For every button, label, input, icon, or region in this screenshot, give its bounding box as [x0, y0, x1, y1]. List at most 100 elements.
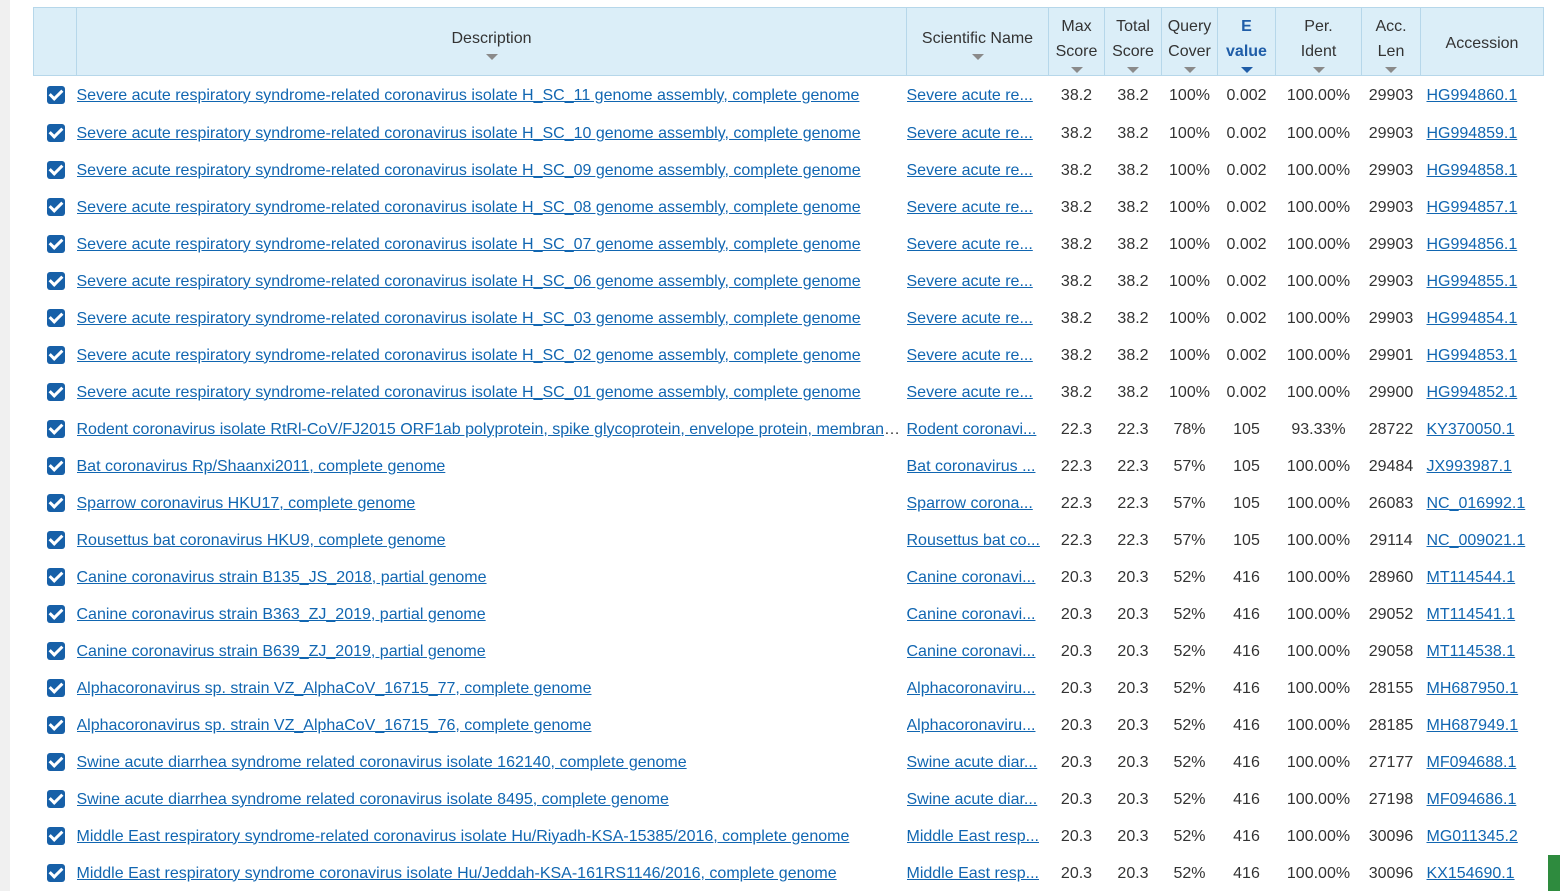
acc-len-header[interactable]: Acc. Len [1361, 7, 1421, 76]
row-checkbox-checked-icon[interactable] [47, 531, 65, 550]
evalue-header[interactable]: E value [1217, 7, 1276, 76]
description-link[interactable]: Severe acute respiratory syndrome-relate… [76, 383, 861, 401]
accession-link[interactable]: MH687950.1 [1426, 679, 1519, 697]
scientific-name-link[interactable]: Canine coronavi... [906, 605, 1036, 623]
accession-link[interactable]: HG994856.1 [1426, 235, 1518, 253]
scientific-name-link[interactable]: Sparrow corona... [906, 494, 1033, 512]
row-checkbox-checked-icon[interactable] [47, 272, 65, 291]
row-checkbox-checked-icon[interactable] [47, 642, 65, 661]
max-score-header[interactable]: Max Score [1048, 7, 1105, 76]
sort-arrow-icon[interactable] [1183, 66, 1196, 73]
row-checkbox-checked-icon[interactable] [47, 235, 65, 254]
total-score-header[interactable]: Total Score [1104, 7, 1162, 76]
scientific-name-link[interactable]: Bat coronavirus ... [906, 457, 1036, 475]
row-checkbox-checked-icon[interactable] [47, 346, 65, 365]
description-link[interactable]: Severe acute respiratory syndrome-relate… [76, 272, 861, 290]
accession-link[interactable]: MH687949.1 [1426, 716, 1519, 734]
row-checkbox-checked-icon[interactable] [47, 494, 65, 513]
accession-link[interactable]: HG994855.1 [1426, 272, 1518, 290]
accession-link[interactable]: HG994859.1 [1426, 124, 1518, 142]
row-checkbox-checked-icon[interactable] [47, 124, 65, 143]
scientific-name-link[interactable]: Canine coronavi... [906, 568, 1036, 586]
accession-link[interactable]: HG994858.1 [1426, 161, 1518, 179]
scientific-name-link[interactable]: Canine coronavi... [906, 642, 1036, 660]
scientific-name-link[interactable]: Middle East resp... [906, 827, 1040, 845]
accession-link[interactable]: HG994852.1 [1426, 383, 1518, 401]
accession-link[interactable]: HG994860.1 [1426, 86, 1518, 104]
description-link[interactable]: Severe acute respiratory syndrome-relate… [76, 198, 861, 216]
description-link[interactable]: Severe acute respiratory syndrome-relate… [76, 86, 860, 104]
row-checkbox-checked-icon[interactable] [47, 309, 65, 328]
accession-link[interactable]: KX154690.1 [1426, 864, 1515, 882]
row-checkbox-checked-icon[interactable] [47, 383, 65, 402]
query-cover-header[interactable]: Query Cover [1161, 7, 1218, 76]
scientific-name-link[interactable]: Severe acute re... [906, 124, 1033, 142]
accession-link[interactable]: MF094688.1 [1426, 753, 1517, 771]
accession-link[interactable]: MT114544.1 [1426, 568, 1516, 586]
scientific-name-header[interactable]: Scientific Name [906, 7, 1049, 76]
sort-arrow-active-icon[interactable] [1240, 66, 1253, 73]
description-link[interactable]: Severe acute respiratory syndrome-relate… [76, 161, 861, 179]
sort-arrow-icon[interactable] [971, 54, 984, 60]
scientific-name-link[interactable]: Alphacoronaviru... [906, 679, 1036, 697]
row-checkbox-checked-icon[interactable] [47, 198, 65, 217]
sort-arrow-icon[interactable] [1127, 66, 1139, 73]
description-link[interactable]: Severe acute respiratory syndrome-relate… [76, 235, 861, 253]
description-link[interactable]: Severe acute respiratory syndrome-relate… [76, 124, 861, 142]
row-checkbox-checked-icon[interactable] [47, 161, 65, 180]
sort-arrow-icon[interactable] [1312, 66, 1325, 73]
accession-link[interactable]: KY370050.1 [1426, 420, 1515, 438]
scientific-name-link[interactable]: Severe acute re... [906, 161, 1033, 179]
accession-link[interactable]: NC_009021.1 [1426, 531, 1526, 549]
description-link[interactable]: Rousettus bat coronavirus HKU9, complete… [76, 531, 446, 549]
accession-link[interactable]: MF094686.1 [1426, 790, 1517, 808]
description-link[interactable]: Middle East respiratory syndrome-related… [76, 827, 850, 845]
description-link[interactable]: Middle East respiratory syndrome coronav… [76, 864, 837, 882]
scientific-name-link[interactable]: Severe acute re... [906, 235, 1033, 253]
description-link[interactable]: Canine coronavirus strain B135_JS_2018, … [76, 568, 487, 586]
description-link[interactable]: Rodent coronavirus isolate RtRl-CoV/FJ20… [76, 420, 907, 438]
row-checkbox-checked-icon[interactable] [47, 568, 65, 587]
row-checkbox-checked-icon[interactable] [47, 753, 65, 772]
row-checkbox-checked-icon[interactable] [47, 605, 65, 624]
row-checkbox-checked-icon[interactable] [47, 716, 65, 735]
scientific-name-link[interactable]: Severe acute re... [906, 309, 1033, 327]
scientific-name-link[interactable]: Severe acute re... [906, 198, 1033, 216]
description-link[interactable]: Alphacoronavirus sp. strain VZ_AlphaCoV_… [76, 679, 592, 697]
description-link[interactable]: Severe acute respiratory syndrome-relate… [76, 309, 861, 327]
accession-link[interactable]: JX993987.1 [1426, 457, 1512, 475]
description-link[interactable]: Swine acute diarrhea syndrome related co… [76, 790, 669, 808]
per-ident-header[interactable]: Per. Ident [1275, 7, 1362, 76]
feedback-tab-edge[interactable] [1548, 855, 1560, 891]
scientific-name-link[interactable]: Rousettus bat co... [906, 531, 1040, 549]
row-checkbox-checked-icon[interactable] [47, 420, 65, 439]
accession-link[interactable]: MG011345.2 [1426, 827, 1518, 845]
scientific-name-link[interactable]: Severe acute re... [906, 86, 1033, 104]
description-link[interactable]: Sparrow coronavirus HKU17, complete geno… [76, 494, 416, 512]
row-checkbox-checked-icon[interactable] [47, 679, 65, 698]
description-link[interactable]: Severe acute respiratory syndrome-relate… [76, 346, 861, 364]
row-checkbox-checked-icon[interactable] [47, 864, 65, 883]
row-checkbox-checked-icon[interactable] [47, 86, 65, 105]
scientific-name-link[interactable]: Rodent coronavi... [906, 420, 1037, 438]
scientific-name-link[interactable]: Middle East resp... [906, 864, 1040, 882]
description-link[interactable]: Bat coronavirus Rp/Shaanxi2011, complete… [76, 457, 446, 475]
scientific-name-link[interactable]: Swine acute diar... [906, 753, 1038, 771]
row-checkbox-checked-icon[interactable] [47, 457, 65, 476]
scientific-name-link[interactable]: Alphacoronaviru... [906, 716, 1036, 734]
scientific-name-link[interactable]: Severe acute re... [906, 383, 1033, 401]
row-checkbox-checked-icon[interactable] [47, 790, 65, 809]
sort-arrow-icon[interactable] [1385, 66, 1397, 73]
description-link[interactable]: Canine coronavirus strain B639_ZJ_2019, … [76, 642, 486, 660]
accession-link[interactable]: HG994857.1 [1426, 198, 1518, 216]
accession-link[interactable]: NC_016992.1 [1426, 494, 1526, 512]
row-checkbox-checked-icon[interactable] [47, 827, 65, 846]
accession-link[interactable]: MT114538.1 [1426, 642, 1516, 660]
scientific-name-link[interactable]: Severe acute re... [906, 346, 1033, 364]
accession-link[interactable]: HG994853.1 [1426, 346, 1518, 364]
sort-arrow-icon[interactable] [485, 54, 498, 60]
scientific-name-link[interactable]: Severe acute re... [906, 272, 1033, 290]
description-link[interactable]: Swine acute diarrhea syndrome related co… [76, 753, 687, 771]
sort-arrow-icon[interactable] [1070, 66, 1083, 73]
accession-link[interactable]: HG994854.1 [1426, 309, 1518, 327]
